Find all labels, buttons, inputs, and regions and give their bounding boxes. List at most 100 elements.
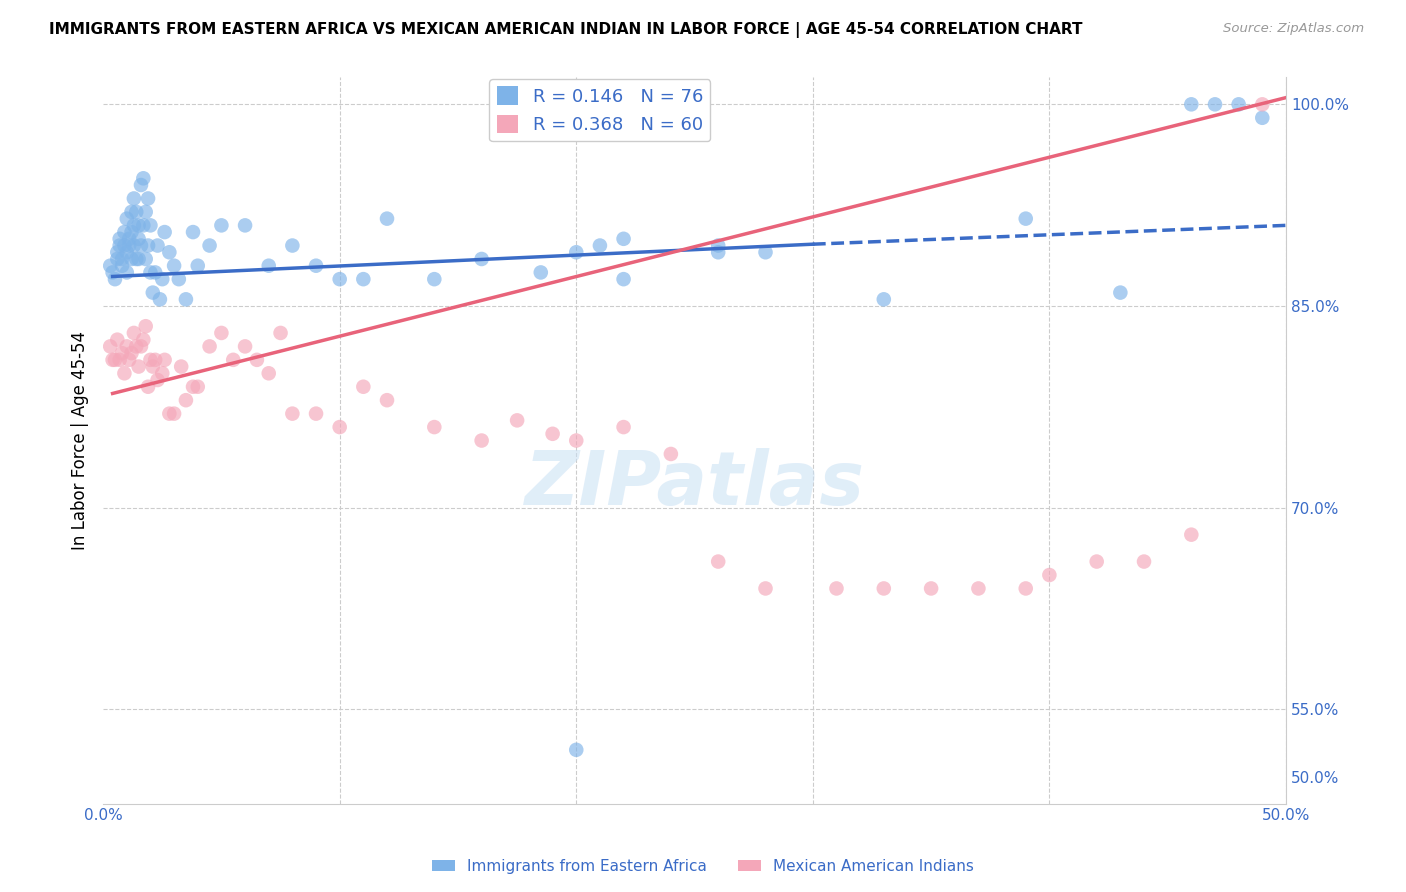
Point — [506, 413, 529, 427]
Point — [132, 333, 155, 347]
Point — [174, 293, 197, 307]
Point — [153, 352, 176, 367]
Point — [98, 339, 121, 353]
Point — [143, 265, 166, 279]
Point — [1227, 97, 1250, 112]
Point — [707, 238, 730, 252]
Point — [122, 219, 145, 233]
Point — [707, 555, 730, 569]
Point — [754, 582, 776, 596]
Point — [375, 211, 398, 226]
Point — [541, 426, 564, 441]
Point — [423, 420, 446, 434]
Point — [170, 359, 193, 374]
Point — [118, 232, 141, 246]
Point — [1251, 111, 1274, 125]
Point — [754, 245, 776, 260]
Point — [375, 393, 398, 408]
Point — [128, 359, 150, 374]
Point — [167, 272, 190, 286]
Point — [132, 219, 155, 233]
Point — [163, 407, 186, 421]
Point — [198, 238, 221, 252]
Point — [1204, 97, 1226, 112]
Point — [115, 339, 138, 353]
Point — [105, 252, 128, 266]
Point — [329, 420, 352, 434]
Point — [122, 191, 145, 205]
Point — [920, 582, 942, 596]
Text: Source: ZipAtlas.com: Source: ZipAtlas.com — [1223, 22, 1364, 36]
Point — [105, 333, 128, 347]
Point — [115, 245, 138, 260]
Point — [122, 326, 145, 340]
Point — [105, 245, 128, 260]
Point — [112, 238, 135, 252]
Point — [565, 245, 588, 260]
Legend: Immigrants from Eastern Africa, Mexican American Indians: Immigrants from Eastern Africa, Mexican … — [426, 853, 980, 880]
Text: ZIPatlas: ZIPatlas — [524, 448, 865, 521]
Point — [1180, 97, 1202, 112]
Point — [121, 225, 143, 239]
Point — [101, 265, 124, 279]
Point — [565, 743, 588, 757]
Point — [112, 225, 135, 239]
Point — [128, 232, 150, 246]
Point — [128, 219, 150, 233]
Point — [115, 211, 138, 226]
Point — [209, 219, 232, 233]
Point — [136, 238, 159, 252]
Point — [181, 380, 204, 394]
Point — [146, 373, 169, 387]
Point — [112, 366, 135, 380]
Point — [135, 205, 157, 219]
Point — [209, 326, 232, 340]
Point — [108, 352, 131, 367]
Point — [233, 339, 256, 353]
Point — [352, 380, 374, 394]
Point — [146, 238, 169, 252]
Point — [967, 582, 990, 596]
Point — [825, 582, 848, 596]
Point — [111, 346, 134, 360]
Point — [118, 238, 141, 252]
Point — [257, 259, 280, 273]
Point — [122, 238, 145, 252]
Point — [157, 245, 180, 260]
Point — [163, 259, 186, 273]
Point — [305, 407, 328, 421]
Point — [873, 293, 896, 307]
Point — [187, 380, 209, 394]
Text: IMMIGRANTS FROM EASTERN AFRICA VS MEXICAN AMERICAN INDIAN IN LABOR FORCE | AGE 4: IMMIGRANTS FROM EASTERN AFRICA VS MEXICA… — [49, 22, 1083, 38]
Point — [1109, 285, 1132, 300]
Point — [121, 252, 143, 266]
Point — [129, 238, 152, 252]
Point — [1015, 582, 1038, 596]
Point — [139, 219, 162, 233]
Point — [471, 252, 494, 266]
Point — [233, 219, 256, 233]
Point — [352, 272, 374, 286]
Point — [613, 272, 636, 286]
Point — [270, 326, 292, 340]
Point — [135, 319, 157, 334]
Point — [613, 420, 636, 434]
Point — [125, 339, 148, 353]
Point — [142, 359, 165, 374]
Point — [104, 352, 127, 367]
Point — [121, 205, 143, 219]
Point — [132, 171, 155, 186]
Point — [471, 434, 494, 448]
Point — [423, 272, 446, 286]
Point — [108, 232, 131, 246]
Point — [150, 272, 173, 286]
Point — [150, 366, 173, 380]
Point — [589, 238, 612, 252]
Point — [108, 238, 131, 252]
Point — [115, 265, 138, 279]
Point — [1015, 211, 1038, 226]
Point — [246, 352, 269, 367]
Point — [101, 352, 124, 367]
Point — [139, 265, 162, 279]
Point — [139, 352, 162, 367]
